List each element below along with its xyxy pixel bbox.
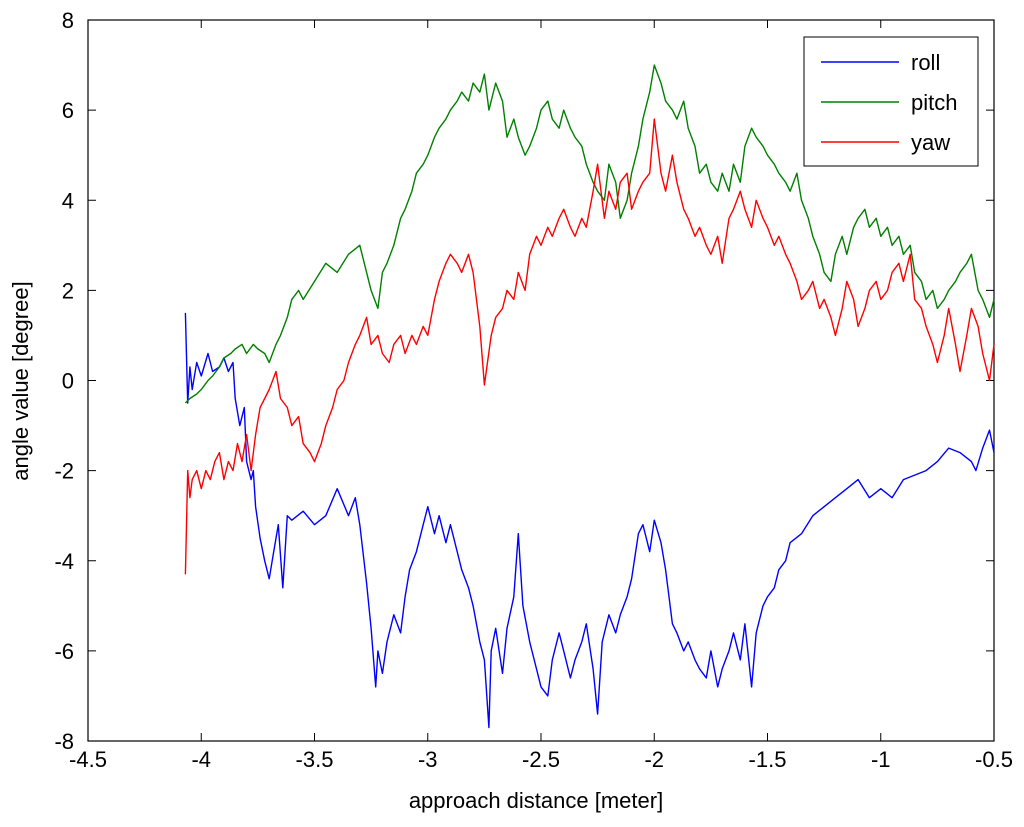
y-tick-label: 2 [62, 278, 74, 303]
y-tick-label: 0 [62, 369, 74, 394]
y-tick-label: -8 [54, 729, 74, 754]
x-tick-label: -2 [644, 747, 664, 772]
x-tick-label: -1.5 [749, 747, 787, 772]
x-tick-label: -0.5 [975, 747, 1013, 772]
y-tick-label: -2 [54, 459, 74, 484]
legend-label-roll: roll [911, 50, 940, 75]
legend-label-pitch: pitch [911, 90, 957, 115]
x-tick-label: -3.5 [296, 747, 334, 772]
series-line-roll [184, 312, 995, 729]
x-axis: -4.5 -4 -3.5 -3 -2.5 -2 -1.5 -1 -0.5 [69, 20, 1013, 772]
series-line-pitch [184, 64, 995, 404]
y-axis: -8 -6 -4 -2 0 2 4 6 8 [54, 8, 994, 754]
series-line-yaw [184, 118, 995, 575]
x-axis-label: approach distance [meter] [409, 788, 663, 813]
y-axis-label: angle value [degree] [8, 281, 33, 480]
x-tick-label: -4 [191, 747, 211, 772]
series-lines [184, 64, 995, 729]
y-tick-label: -6 [54, 639, 74, 664]
y-tick-label: 8 [62, 8, 74, 33]
x-tick-label: -3 [418, 747, 438, 772]
legend-label-yaw: yaw [911, 130, 950, 155]
y-tick-label: 4 [62, 188, 74, 213]
x-tick-label: -2.5 [522, 747, 560, 772]
y-tick-label: 6 [62, 98, 74, 123]
legend: roll pitch yaw [803, 36, 979, 167]
x-tick-label: -1 [871, 747, 891, 772]
y-tick-label: -4 [54, 549, 74, 574]
x-tick-label: -4.5 [69, 747, 107, 772]
